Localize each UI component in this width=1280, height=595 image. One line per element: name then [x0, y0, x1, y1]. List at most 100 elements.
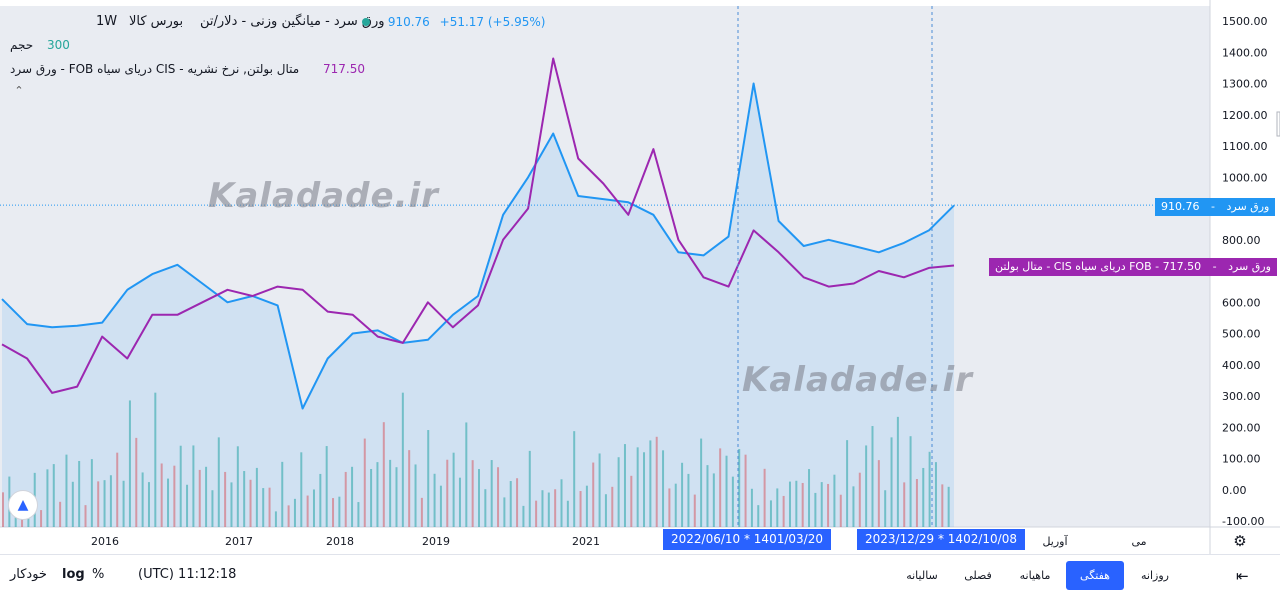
price-axis-background: [1210, 0, 1280, 554]
volume-bar: [725, 455, 728, 527]
crosshair-date-badge-1: 2022/06/10 * 1401/03/20: [663, 529, 831, 550]
volume-bar: [750, 488, 753, 527]
symbol-title-legend[interactable]: ورق سرد - میانگین وزنی - دلار/تن: [200, 14, 385, 29]
volume-bar: [896, 416, 899, 527]
series1-tag-value: 910.76: [1161, 200, 1200, 213]
scale-auto-button[interactable]: خودکار: [10, 567, 47, 582]
volume-bar: [465, 422, 468, 527]
volume-bar: [71, 481, 74, 527]
volume-bar: [109, 475, 112, 527]
series2-tag-name: متال بولتن - CIS دریای سیاه FOB - ورق سر…: [995, 260, 1271, 273]
volume-bar: [439, 485, 442, 527]
volume-bar: [858, 472, 861, 527]
volume-bar: [262, 488, 265, 527]
volume-bar: [852, 486, 855, 527]
volume-bar: [236, 446, 239, 527]
volume-bar: [573, 431, 576, 527]
tab-yearly[interactable]: سالیانه: [906, 569, 938, 582]
collapse-legend-icon[interactable]: ⌃: [14, 84, 24, 97]
volume-bar: [528, 450, 531, 527]
y-tick-label: 200.00: [1222, 421, 1261, 434]
volume-bar: [604, 494, 607, 527]
volume-bar: [814, 492, 817, 527]
volume-bar: [877, 460, 880, 527]
volume-bar: [928, 451, 931, 527]
watermark-top: Kaladade.ir: [208, 176, 439, 216]
volume-bar: [198, 469, 201, 527]
volume-bar: [471, 460, 474, 527]
volume-bar: [224, 471, 227, 527]
volume-bar: [795, 480, 798, 527]
volume-bar: [395, 467, 398, 527]
volume-bar: [293, 498, 296, 527]
volume-bar: [78, 460, 81, 527]
volume-bar: [579, 491, 582, 527]
volume-bar: [249, 479, 252, 527]
volume-bar: [135, 437, 138, 527]
tab-monthly[interactable]: ماهیانه: [1019, 569, 1051, 582]
volume-bar: [268, 487, 271, 527]
tradingview-logo-icon[interactable]: ▲: [8, 490, 38, 520]
volume-bar: [84, 505, 87, 527]
volume-bar: [167, 478, 170, 527]
volume-bar: [300, 452, 303, 527]
volume-bar: [623, 444, 626, 527]
tab-weekly[interactable]: هفتگی: [1066, 561, 1124, 590]
volume-bar: [592, 462, 595, 527]
volume-bar: [503, 497, 506, 527]
volume-bar: [865, 445, 868, 527]
volume-bar: [738, 449, 741, 527]
volume-bar: [941, 484, 944, 527]
volume-bar: [681, 462, 684, 527]
y-tick-label: 400.00: [1222, 359, 1261, 372]
volume-bar: [560, 479, 563, 527]
volume-legend[interactable]: حجم 300: [10, 38, 70, 52]
y-tick-label: 500.00: [1222, 328, 1261, 341]
second-series-legend[interactable]: ورق سرد - FOB دریای سیاه CIS - متال بولت…: [10, 62, 365, 76]
volume-bar: [484, 489, 487, 527]
volume-bar: [446, 459, 449, 527]
y-tick-label: 1300.00: [1222, 78, 1268, 91]
volume-bar: [452, 452, 455, 527]
volume-bar: [274, 511, 277, 527]
volume-bar: [668, 488, 671, 527]
volume-bar: [211, 490, 214, 527]
series2-price-tag: متال بولتن - CIS دریای سیاه FOB - ورق سر…: [989, 258, 1277, 276]
volume-bar: [97, 481, 100, 527]
volume-bar: [433, 473, 436, 527]
volume-bar: [585, 485, 588, 527]
volume-bar: [776, 488, 779, 527]
volume-bar: [934, 462, 937, 527]
status-dot-icon: [362, 18, 370, 26]
volume-bar: [243, 471, 246, 527]
x-tick-label: 2018: [326, 535, 354, 548]
volume-bar: [915, 479, 918, 527]
volume-bar: [801, 482, 804, 527]
volume-bar: [179, 445, 182, 527]
y-tick-label: 1100.00: [1222, 140, 1268, 153]
volume-bar: [427, 430, 430, 527]
y-tick-label: 100.00: [1222, 453, 1261, 466]
goto-date-icon[interactable]: ⇤: [1236, 567, 1249, 585]
tab-quarterly[interactable]: فصلی: [964, 569, 992, 582]
volume-bar: [833, 474, 836, 527]
volume-bar: [693, 494, 696, 527]
volume-bar: [788, 481, 791, 527]
volume-bar: [344, 471, 347, 527]
clock[interactable]: (UTC) 11:12:18: [138, 567, 237, 582]
volume-bar: [712, 473, 715, 527]
scale-log-button[interactable]: log: [62, 567, 85, 582]
volume-bar: [141, 472, 144, 527]
symbol-legend[interactable]: 1W بورس کالا: [96, 14, 209, 29]
legend-change: +51.17 (+5.95%): [439, 15, 546, 29]
chart-canvas[interactable]: 1500.00 1400.00 1300.00 1200.00 1100.00 1000.…: [0, 0, 1280, 554]
volume-bar: [389, 459, 392, 527]
volume-bar: [52, 464, 55, 527]
tab-daily[interactable]: روزانه: [1141, 569, 1169, 582]
scale-percent-button[interactable]: %: [92, 567, 105, 582]
volume-bar: [458, 477, 461, 527]
price-legend: 910.76 +51.17 (+5.95%): [362, 15, 545, 29]
y-tick-label: 1500.00: [1222, 15, 1268, 28]
volume-bar: [401, 392, 404, 527]
y-tick-label: 1200.00: [1222, 109, 1268, 122]
